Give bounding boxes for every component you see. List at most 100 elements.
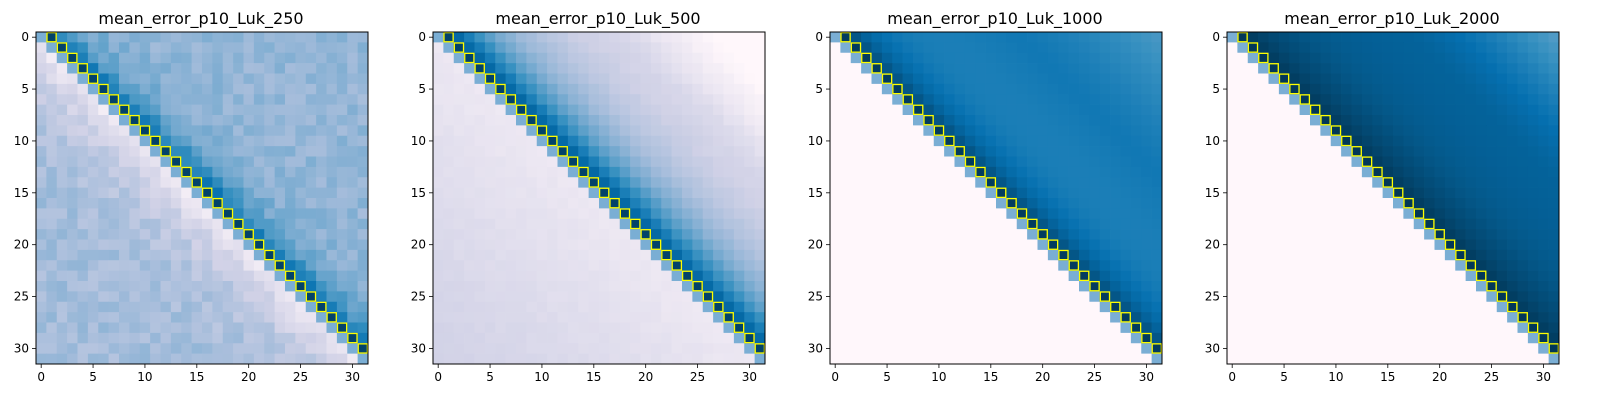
heatmap-cell — [1476, 146, 1487, 157]
heatmap-cell — [1068, 312, 1080, 323]
heatmap-cell — [474, 187, 486, 199]
heatmap-cell — [1258, 312, 1269, 323]
highlight-box — [713, 301, 724, 313]
heatmap-cell — [98, 270, 109, 282]
heatmap-cell — [1016, 42, 1028, 54]
heatmap-cell — [640, 156, 652, 168]
heatmap-cell — [1099, 270, 1111, 282]
heatmap-cell — [1444, 343, 1456, 354]
panel-3-cells — [830, 32, 1163, 365]
heatmap-cell — [316, 115, 327, 126]
heatmap-cell — [274, 83, 286, 95]
heatmap-cell — [1120, 332, 1132, 344]
highlight-box — [67, 52, 78, 64]
heatmap-cell — [1141, 343, 1152, 354]
heatmap-cell — [160, 270, 172, 282]
highlight-box — [1299, 94, 1311, 105]
heatmap-cell — [129, 281, 141, 292]
heatmap-cell — [87, 115, 99, 126]
heatmap-cell — [98, 156, 109, 168]
heatmap-cell — [170, 260, 182, 271]
heatmap-cell — [233, 135, 244, 147]
highlight-box — [923, 114, 934, 126]
heatmap-cell — [160, 115, 172, 126]
heatmap-cell — [1320, 239, 1332, 251]
heatmap-cell — [1507, 104, 1518, 116]
heatmap-cell — [119, 52, 130, 64]
heatmap-cell — [1496, 270, 1508, 282]
heatmap-cell — [713, 115, 724, 126]
heatmap-cell — [1268, 218, 1280, 230]
heatmap-cell — [871, 291, 883, 303]
heatmap-cell — [547, 353, 558, 365]
heatmap-cell — [650, 73, 662, 85]
heatmap-cell — [1110, 94, 1121, 105]
heatmap-cell — [744, 291, 755, 303]
heatmap-cell — [505, 104, 517, 116]
heatmap-cell — [243, 156, 255, 168]
heatmap-cell — [619, 83, 631, 95]
highlight-box — [912, 104, 924, 116]
heatmap-cell — [599, 32, 610, 43]
heatmap-cell — [599, 239, 610, 251]
heatmap-cell — [1403, 187, 1415, 199]
heatmap-cell — [933, 42, 945, 54]
heatmap-cell — [1527, 73, 1539, 85]
heatmap-cell — [881, 83, 893, 95]
heatmap-cell — [630, 322, 641, 334]
heatmap-cell — [933, 208, 945, 220]
heatmap-cell — [336, 239, 348, 251]
heatmap-cell — [1079, 156, 1090, 168]
heatmap-cell — [98, 83, 109, 95]
heatmap-cell — [36, 312, 47, 323]
heatmap-cell — [505, 42, 517, 54]
heatmap-cell — [87, 104, 99, 116]
heatmap-cell — [160, 260, 172, 271]
heatmap-cell — [1455, 353, 1466, 365]
heatmap-cell — [881, 63, 893, 74]
heatmap-cell — [933, 218, 945, 230]
heatmap-cell — [357, 104, 369, 116]
heatmap-cell — [1310, 63, 1321, 74]
heatmap-cell — [222, 52, 234, 64]
heatmap-cell — [871, 198, 883, 209]
heatmap-cell — [913, 332, 924, 344]
heatmap-cell — [1120, 156, 1132, 168]
heatmap-cell — [640, 115, 652, 126]
heatmap-cell — [274, 125, 286, 137]
heatmap-cell — [682, 353, 693, 365]
heatmap-cell — [840, 260, 852, 271]
heatmap-cell — [285, 115, 296, 126]
heatmap-cell — [139, 52, 151, 64]
heatmap-cell — [1289, 156, 1300, 168]
heatmap-cell — [160, 332, 172, 344]
heatmap-cell — [1068, 42, 1080, 54]
heatmap-cell — [713, 63, 724, 74]
heatmap-cell — [1330, 125, 1342, 137]
heatmap-cell — [1258, 125, 1269, 137]
x-tick-label: 5 — [1280, 370, 1288, 384]
heatmap-cell — [671, 73, 683, 85]
heatmap-cell — [119, 146, 130, 157]
heatmap-cell — [996, 73, 1007, 85]
heatmap-cell — [1434, 301, 1446, 313]
heatmap-cell — [1351, 239, 1363, 251]
heatmap-cell — [1268, 83, 1280, 95]
heatmap-cell — [850, 156, 862, 168]
heatmap-cell — [150, 135, 161, 147]
heatmap-cell — [713, 146, 724, 157]
heatmap-cell — [1278, 115, 1290, 126]
heatmap-cell — [1330, 291, 1342, 303]
heatmap-cell — [1247, 135, 1259, 147]
x-tick-label: 15 — [1380, 370, 1395, 384]
heatmap-cell — [1237, 166, 1249, 178]
heatmap-cell — [1120, 301, 1132, 313]
heatmap-cell — [1361, 115, 1373, 126]
heatmap-cell — [1058, 187, 1069, 199]
heatmap-cell — [464, 343, 475, 354]
heatmap-cell — [484, 239, 496, 251]
heatmap-cell — [77, 156, 89, 168]
heatmap-cell — [1538, 270, 1549, 282]
heatmap-cell — [87, 343, 99, 354]
heatmap-cell — [1058, 322, 1069, 334]
